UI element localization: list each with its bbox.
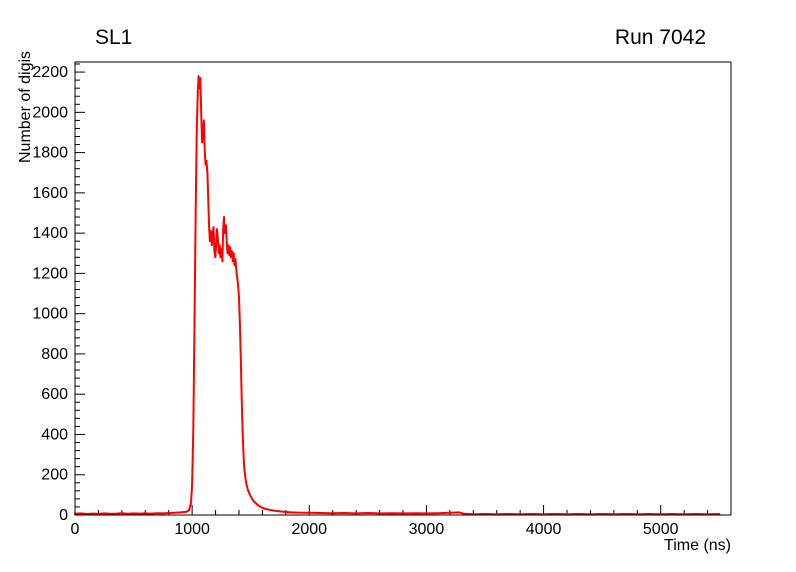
x-tick-label: 1000 <box>174 521 210 538</box>
y-tick-label: 1800 <box>32 145 68 162</box>
y-tick-label: 1600 <box>32 185 68 202</box>
axis-ticks <box>74 63 709 516</box>
y-tick-label: 400 <box>41 426 68 443</box>
pad-title-left: SL1 <box>95 26 132 49</box>
y-tick-label: 800 <box>41 346 68 363</box>
y-tick-label: 0 <box>59 507 68 524</box>
y-tick-label: 2200 <box>32 64 68 81</box>
y-tick-label: 600 <box>41 386 68 403</box>
x-axis-title: Time (ns) <box>664 537 731 554</box>
y-tick-label: 1200 <box>32 265 68 282</box>
plot-frame <box>74 61 732 516</box>
y-tick-label: 1400 <box>32 225 68 242</box>
x-tick-label: 2000 <box>291 521 327 538</box>
x-tick-label: 5000 <box>643 521 679 538</box>
plot-frame-group <box>74 61 732 516</box>
pad-title-right: Run 7042 <box>615 26 706 49</box>
x-tick-label: 3000 <box>409 521 445 538</box>
y-tick-label: 200 <box>41 467 68 484</box>
x-tick-label: 0 <box>71 521 80 538</box>
x-tick-label: 4000 <box>526 521 562 538</box>
data-series <box>74 75 721 516</box>
y-tick-label: 1000 <box>32 306 68 323</box>
axis-tick-labels: 0 1000 2000 3000 4000 5000 0 200 400 600 800 1000 12… <box>32 64 678 538</box>
y-tick-label: 2000 <box>32 104 68 121</box>
y-axis-title: Number of digis <box>17 51 34 163</box>
histogram-line <box>74 75 721 516</box>
